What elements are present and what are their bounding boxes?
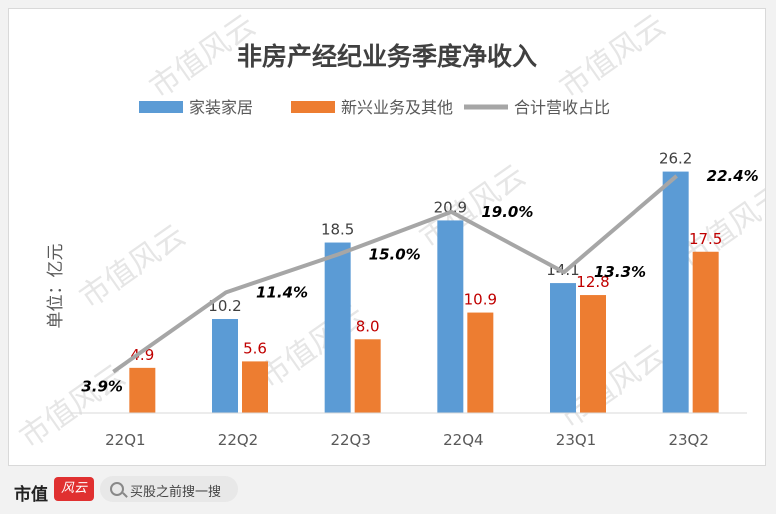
footer-logo: 市值 bbox=[14, 485, 48, 505]
bar bbox=[662, 171, 689, 413]
bar-data-label: 10.9 bbox=[464, 291, 497, 309]
legend-label-2: 合计营收占比 bbox=[514, 98, 610, 117]
x-tick-label: 23Q2 bbox=[668, 431, 708, 449]
chart-card: 市值风云 市值风云 市值风云 市值风云 市值风云 市值风云 市值风云 市值风云 非房产经纪业务… bbox=[8, 8, 766, 466]
bar bbox=[354, 339, 381, 413]
line-data-label: 13.3% bbox=[594, 263, 646, 281]
bar bbox=[242, 361, 268, 413]
x-tick-label: 23Q1 bbox=[556, 431, 596, 449]
bar bbox=[580, 295, 606, 413]
x-tick-layer: 22Q1 22Q2 22Q3 22Q4 23Q1 23Q2 bbox=[105, 431, 709, 449]
bar-data-label: 12.8 bbox=[576, 273, 609, 291]
x-tick-label: 22Q2 bbox=[218, 431, 258, 449]
bar bbox=[467, 312, 494, 413]
bar-data-label: 26.2 bbox=[659, 150, 692, 168]
watermark-text: 市值风云 bbox=[554, 9, 672, 106]
search-text: 买股之前搜一搜 bbox=[130, 485, 222, 500]
bar-data-label: 18.5 bbox=[321, 221, 354, 239]
line-data-label: 22.4% bbox=[707, 167, 759, 185]
legend-label-0: 家装家居 bbox=[189, 98, 253, 117]
bar-data-label: 4.9 bbox=[130, 346, 154, 364]
bar bbox=[324, 242, 351, 413]
x-tick-label: 22Q1 bbox=[105, 431, 145, 449]
bar-data-label: 8.0 bbox=[356, 317, 380, 335]
bar-data-label: 17.5 bbox=[689, 230, 722, 248]
watermark-text: 市值风云 bbox=[74, 218, 192, 315]
bar bbox=[437, 220, 464, 413]
chart-title: 非房产经纪业务季度净收入 bbox=[237, 42, 537, 71]
bar bbox=[129, 367, 156, 413]
bar-layer: 4.910.25.618.58.020.910.914.112.826.217.… bbox=[129, 150, 722, 413]
bar-data-label: 20.9 bbox=[434, 198, 467, 216]
y-axis-label: 单位：亿元 bbox=[46, 244, 66, 329]
legend-label-1: 新兴业务及其他 bbox=[341, 98, 453, 117]
bar-data-label: 10.2 bbox=[208, 297, 241, 315]
bar bbox=[692, 251, 719, 413]
legend: 家装家居 新兴业务及其他 合计营收占比 bbox=[139, 98, 610, 117]
x-tick-label: 22Q3 bbox=[330, 431, 370, 449]
legend-swatch-1 bbox=[291, 101, 335, 113]
line-data-label: 3.9% bbox=[81, 378, 123, 396]
bar-data-label: 5.6 bbox=[243, 339, 267, 357]
footer: 市值 风云 买股之前搜一搜 bbox=[0, 466, 776, 514]
search-icon bbox=[110, 482, 124, 496]
line-data-label: 11.4% bbox=[256, 283, 308, 301]
x-tick-label: 22Q4 bbox=[443, 431, 483, 449]
logo-seal-icon: 风云 bbox=[54, 477, 94, 501]
line-series bbox=[112, 174, 678, 374]
watermark-text: 市值风云 bbox=[254, 298, 372, 395]
search-box[interactable]: 买股之前搜一搜 bbox=[100, 476, 238, 502]
bar bbox=[550, 283, 576, 413]
line-data-label: 19.0% bbox=[481, 203, 533, 221]
bar bbox=[212, 319, 238, 413]
line-layer: 3.9% 11.4% 15.0% 19.0% 13.3% 22.4% bbox=[81, 167, 758, 396]
legend-swatch-0 bbox=[139, 101, 183, 113]
line-data-label: 15.0% bbox=[369, 245, 421, 263]
